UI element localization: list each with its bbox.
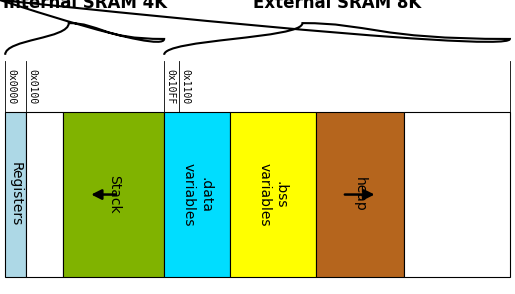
Bar [404,112,510,277]
Text: 0x30FF: 0x30FF [511,69,515,104]
Text: 0x0100: 0x0100 [28,69,38,104]
Bar [230,112,316,277]
Text: .bss
variables: .bss variables [258,163,288,226]
Bar [26,112,63,277]
Text: Stack: Stack [107,175,121,214]
Bar [5,112,26,277]
Bar [63,112,164,277]
Text: 0x0000: 0x0000 [7,69,16,104]
Text: Internal SRAM 4K: Internal SRAM 4K [3,0,167,11]
Text: 0x1100: 0x1100 [181,69,191,104]
Text: .data
variables: .data variables [182,163,212,226]
Bar [316,112,404,277]
Bar [164,112,230,277]
Text: External SRAM 8K: External SRAM 8K [253,0,421,11]
Text: 0x10FF: 0x10FF [166,69,176,104]
Text: heap: heap [353,177,367,212]
Text: Registers: Registers [9,162,23,227]
